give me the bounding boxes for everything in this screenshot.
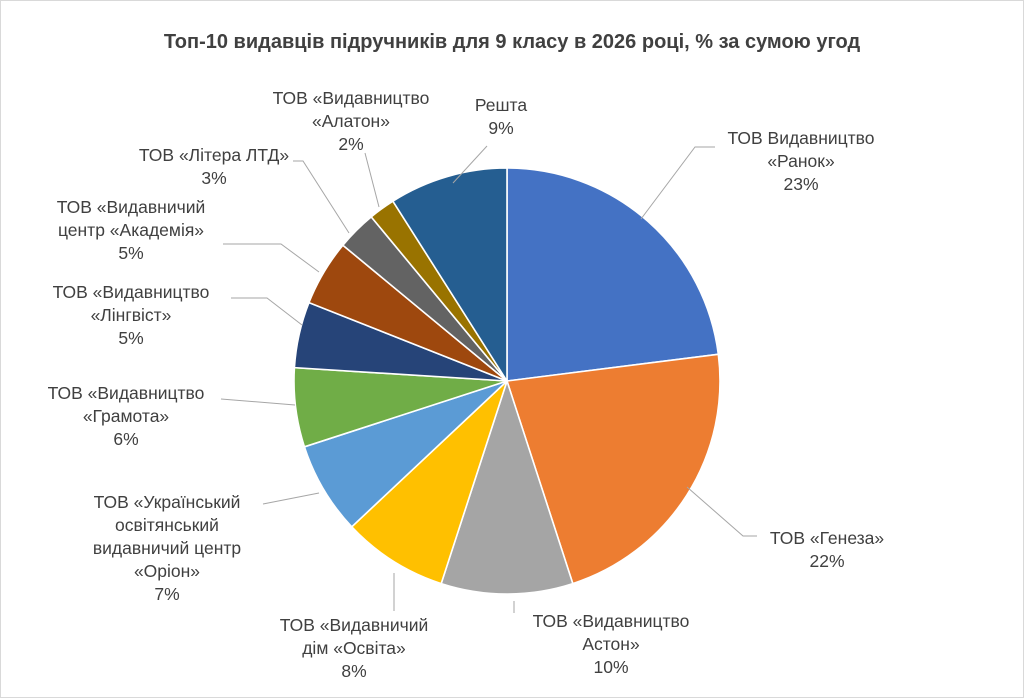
slice-name-line: ТОВ «Видавництво (273, 88, 430, 108)
slice-name-line: ТОВ «Український (94, 492, 241, 512)
slice-name-line: центр «Академія» (58, 220, 204, 240)
slice-label-10: ТОВ «Видавництво «Алатон» 2% (273, 88, 430, 154)
slice-name-line: ТОВ «Видавництво (53, 282, 210, 302)
pie-slice-3 (440, 378, 574, 595)
slice-percent-label: 9% (488, 118, 513, 138)
slice-label-3: ТОВ «Видавництво Астон» 10% (533, 611, 690, 677)
slice-percent-label: 6% (113, 429, 138, 449)
chart-title: Топ-10 видавців підручників для 9 класу … (164, 31, 861, 53)
slice-label-7: ТОВ «Видавництво «Лінгвіст» 5% (53, 282, 210, 348)
slice-name-line: ТОВ «Літера ЛТД» (139, 145, 289, 165)
slice-name-line: «Оріон» (134, 561, 200, 581)
slice-name-line: дім «Освіта» (302, 638, 406, 658)
slice-name-line: ТОВ «Генеза» (770, 528, 885, 548)
slice-percent-label: 8% (341, 661, 366, 681)
pie-slice-2 (505, 353, 721, 585)
slice-name-line: ТОВ «Видавничий (57, 197, 206, 217)
slice-name-line: «Алатон» (312, 111, 390, 131)
leader-line-10 (364, 152, 380, 208)
pie-slice-4 (350, 380, 508, 585)
slice-name-line: «Ранок» (767, 151, 835, 171)
slice-percent-label: 5% (118, 243, 143, 263)
leader-line-2 (686, 486, 757, 537)
slice-percent-label: 7% (154, 584, 179, 604)
slice-percent-label: 2% (338, 134, 363, 154)
slice-name-line: «Лінгвіст» (91, 305, 172, 325)
slice-label-1: ТОВ Видавництво «Ранок» 23% (727, 128, 874, 194)
leader-line-6 (220, 398, 296, 406)
slice-name-line: видавничий центр (93, 538, 241, 558)
pie-slices (293, 167, 721, 595)
slice-label-9: ТОВ «Літера ЛТД» 3% (139, 145, 289, 188)
slice-label-2: ТОВ «Генеза» 22% (770, 528, 885, 571)
slice-percent-label: 3% (201, 168, 226, 188)
leader-line-9 (293, 160, 350, 234)
slice-percent-label: 10% (593, 657, 628, 677)
slice-name-line: ТОВ «Видавничий (280, 615, 429, 635)
leader-line-1 (640, 146, 715, 220)
slice-percent-label: 23% (783, 174, 818, 194)
slice-percent-label: 22% (809, 551, 844, 571)
slice-name-line: «Грамота» (83, 406, 170, 426)
slice-name-line: ТОВ Видавництво (727, 128, 874, 148)
leader-line-8 (223, 243, 320, 273)
leader-line-11 (452, 145, 488, 184)
slice-labels: ТОВ Видавництво «Ранок» 23% ТОВ «Генеза» 22%… (48, 88, 885, 681)
slice-name-line: Решта (475, 95, 527, 115)
slice-name-line: ТОВ «Видавництво (533, 611, 690, 631)
leader-line-5 (262, 492, 320, 505)
slice-name-line: ТОВ «Видавництво (48, 383, 205, 403)
slice-name-line: Астон» (582, 634, 640, 654)
pie-slice-11 (391, 167, 508, 384)
leader-line-7 (231, 297, 303, 326)
slice-label-11: Решта 9% (475, 95, 527, 138)
slice-percent-label: 5% (118, 328, 143, 348)
slice-name-line: освітянський (115, 515, 219, 535)
slice-label-5: ТОВ «Український освітянський видавничий ц… (93, 492, 241, 604)
slice-label-8: ТОВ «Видавничий центр «Академія» 5% (57, 197, 206, 263)
slice-label-4: ТОВ «Видавничий дім «Освіта» 8% (280, 615, 429, 681)
pie-slice-1 (506, 167, 720, 382)
slice-label-6: ТОВ «Видавництво «Грамота» 6% (48, 383, 205, 449)
leader-lines (220, 145, 757, 613)
